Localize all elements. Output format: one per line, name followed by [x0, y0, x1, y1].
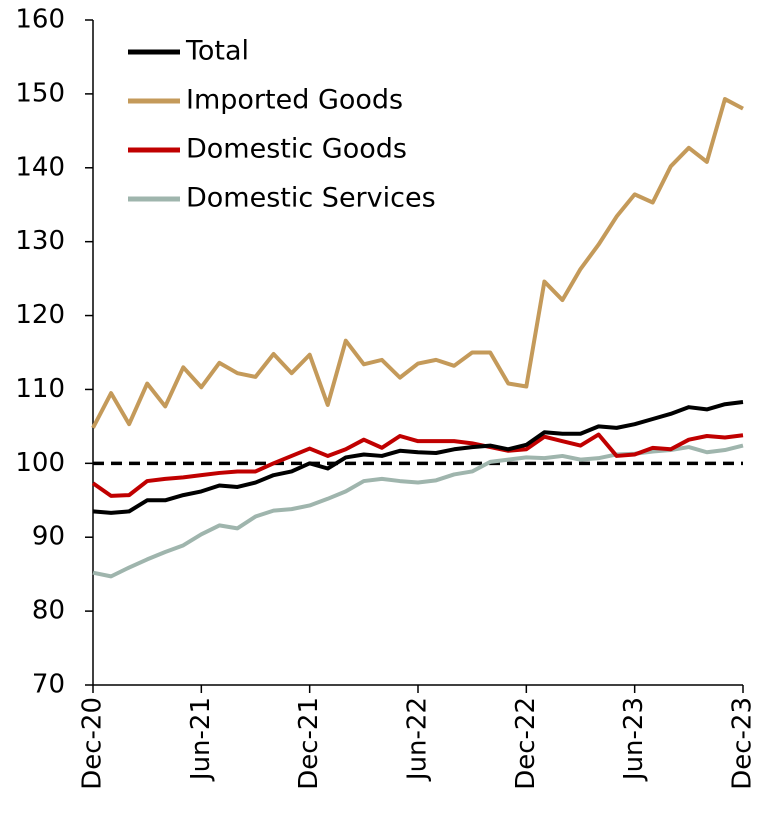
y-tick-label: 110	[15, 374, 65, 404]
y-tick-label: 160	[15, 5, 65, 35]
series-line	[92, 400, 744, 515]
y-tick-label: 100	[15, 448, 65, 478]
series-line	[91, 432, 744, 498]
x-tick-label: Dec-22	[511, 697, 541, 790]
y-tick-label: 90	[32, 522, 65, 552]
x-tick-label: Jun-22	[403, 697, 433, 782]
legend-label: Total	[185, 36, 249, 67]
x-tick-label: Jun-21	[186, 697, 216, 782]
x-tick-label: Jun-23	[619, 697, 649, 782]
x-tick-label: Dec-20	[78, 697, 108, 790]
x-tick-label: Dec-23	[728, 697, 758, 790]
series-line	[91, 97, 744, 429]
y-tick-label: 70	[32, 670, 65, 700]
series-line	[92, 443, 744, 579]
y-tick-label: 150	[15, 78, 65, 108]
y-tick-label: 130	[15, 226, 65, 256]
legend-label: Domestic Services	[186, 183, 436, 214]
y-tick-label: 80	[32, 596, 65, 626]
y-tick-label: 120	[15, 300, 65, 330]
y-tick-label: 140	[15, 152, 65, 182]
legend-label: Imported Goods	[186, 85, 403, 116]
x-tick-label: Dec-21	[294, 697, 324, 790]
legend-label: Domestic Goods	[186, 134, 407, 165]
